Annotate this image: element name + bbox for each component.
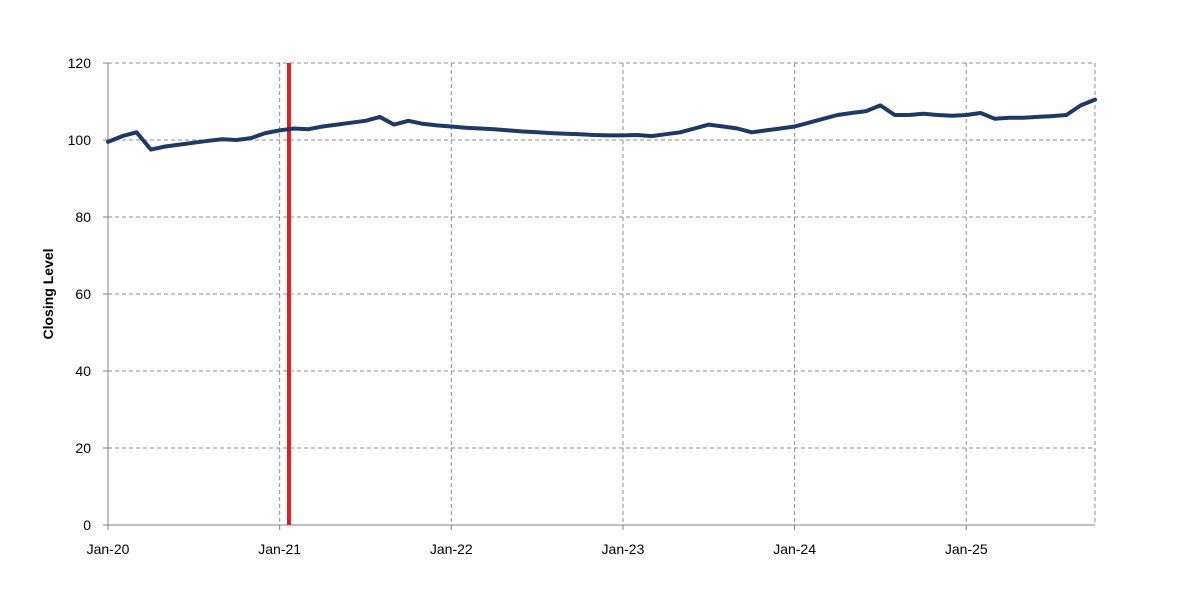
- y-tick-label: 0: [83, 517, 91, 533]
- x-tick-label: Jan-22: [430, 541, 473, 557]
- series-line: [106, 97, 1097, 152]
- x-tick-label: Jan-21: [258, 541, 301, 557]
- y-tick-label: 120: [68, 55, 92, 71]
- grid-lines: [108, 62, 1096, 525]
- y-axis-title: Closing Level: [40, 248, 56, 339]
- y-tick-label: 40: [75, 363, 91, 379]
- y-tick-label: 60: [75, 286, 91, 302]
- y-tick-label: 100: [68, 132, 92, 148]
- x-tick-label: Jan-23: [602, 541, 645, 557]
- series-group: [106, 97, 1097, 152]
- tick-labels: 0 20 40 60 80 100 120 Jan-20 Jan-21 Jan-22 Jan-23 J…: [68, 55, 988, 557]
- axes: [103, 62, 1095, 530]
- x-tick-label: Jan-20: [87, 541, 130, 557]
- y-tick-label: 20: [75, 440, 91, 456]
- x-tick-label: Jan-25: [945, 541, 988, 557]
- x-tick-label: Jan-24: [773, 541, 816, 557]
- y-tick-label: 80: [75, 209, 91, 225]
